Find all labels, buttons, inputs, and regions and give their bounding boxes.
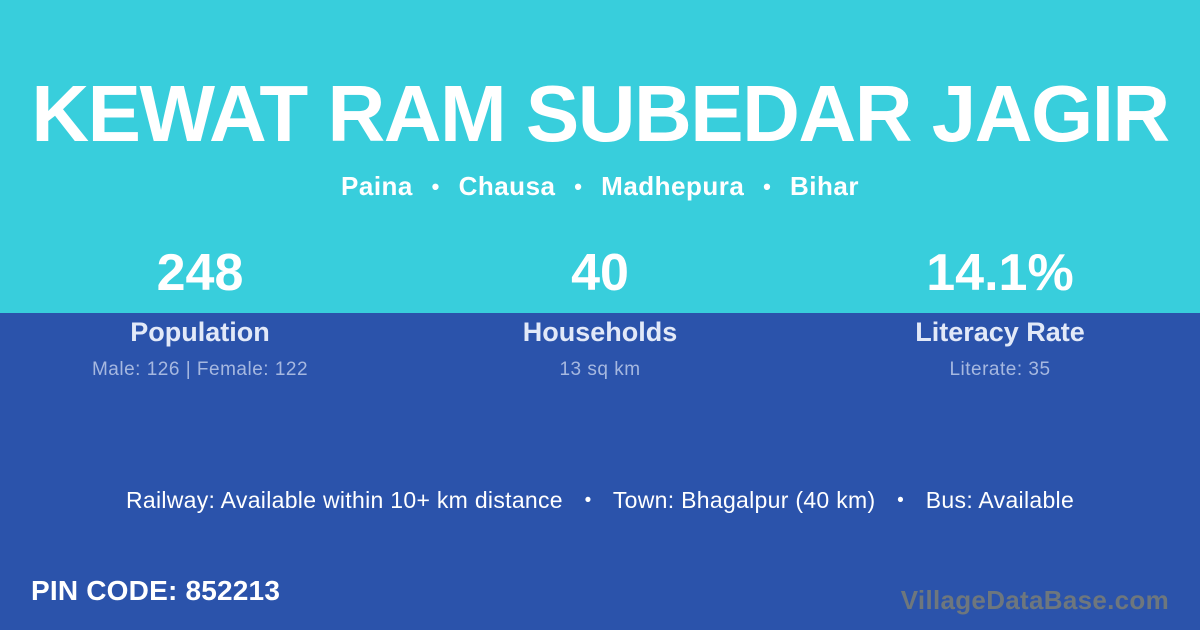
town-info: Town: Bhagalpur (40 km) <box>612 487 876 513</box>
literacy-detail: Literate: 35 <box>949 359 1051 380</box>
dot-separator: • <box>763 174 772 199</box>
stat-literacy-rate: 14.1% Literacy Rate Literate: 35 <box>800 247 1200 381</box>
watermark-site-name: VillageDataBase.com <box>900 585 1169 615</box>
stats-row: 248 Population Male: 126 | Female: 122 4… <box>0 247 1200 381</box>
transport-info: Railway: Available within 10+ km distanc… <box>0 487 1200 514</box>
dot-separator: • <box>431 174 440 199</box>
breadcrumb-part-block: Chausa <box>458 171 556 201</box>
bus-info: Bus: Available <box>925 487 1075 513</box>
location-breadcrumb: Paina • Chausa • Madhepura • Bihar <box>0 171 1200 202</box>
population-label: Population <box>130 317 270 347</box>
households-value: 40 <box>571 244 629 302</box>
header-section: KEWAT RAM SUBEDAR JAGIR Paina • Chausa •… <box>0 0 1200 313</box>
pin-code: PIN CODE: 852213 <box>31 575 281 606</box>
breadcrumb-part-village: Paina <box>341 171 413 201</box>
village-title: KEWAT RAM SUBEDAR JAGIR <box>31 69 1170 158</box>
breadcrumb-part-district: Madhepura <box>601 171 745 201</box>
households-detail: 13 sq km <box>559 359 641 380</box>
literacy-label: Literacy Rate <box>915 317 1085 347</box>
railway-info: Railway: Available within 10+ km distanc… <box>125 487 563 513</box>
dot-separator: • <box>584 490 592 511</box>
stat-population: 248 Population Male: 126 | Female: 122 <box>0 247 400 381</box>
literacy-value: 14.1% <box>926 244 1074 302</box>
households-label: Households <box>522 317 678 347</box>
dot-separator: • <box>897 490 905 511</box>
breadcrumb-part-state: Bihar <box>790 171 859 201</box>
dot-separator: • <box>574 174 583 199</box>
stat-households: 40 Households 13 sq km <box>400 247 800 381</box>
population-detail: Male: 126 | Female: 122 <box>91 359 309 380</box>
population-value: 248 <box>156 244 244 302</box>
